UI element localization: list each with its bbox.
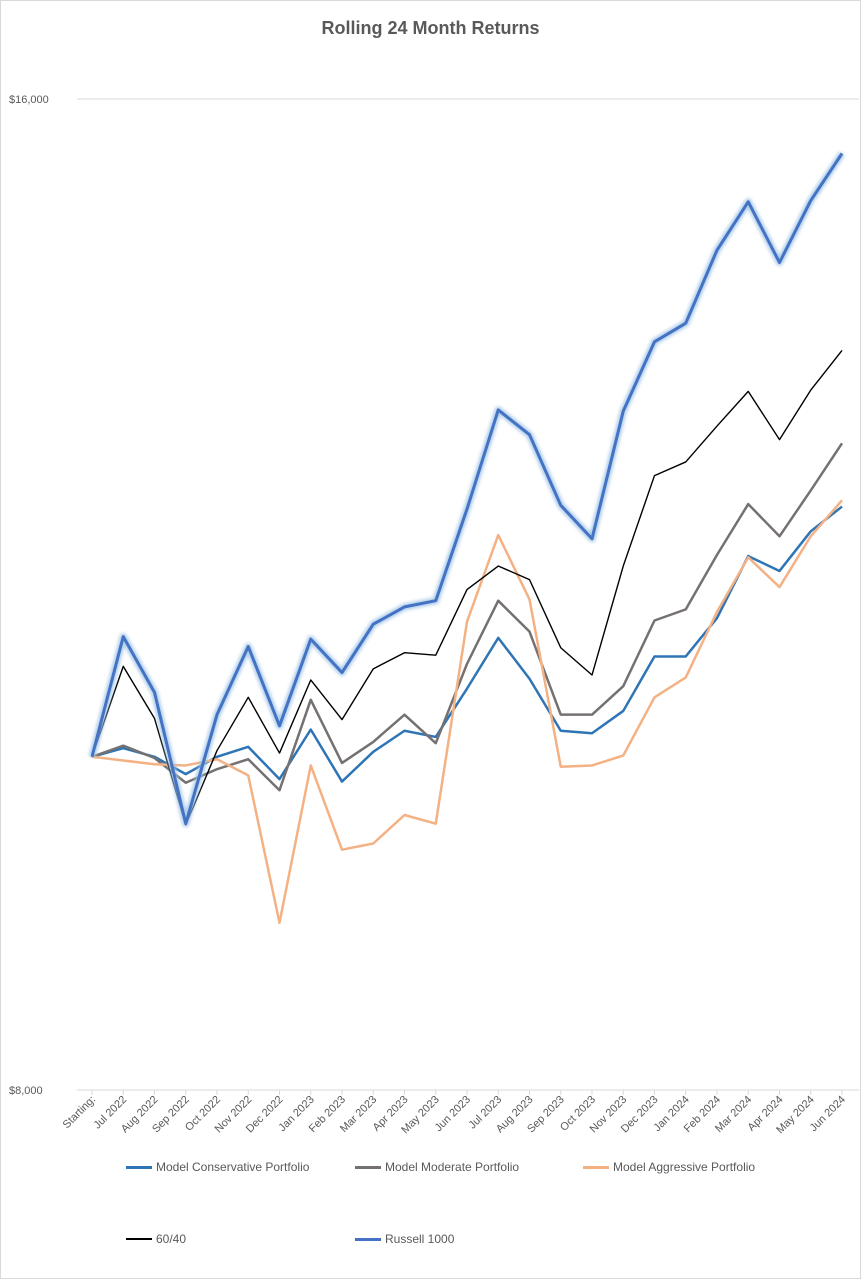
x-tick-label: Starting: — [61, 1094, 98, 1131]
series-russell-1000 — [88, 151, 845, 828]
series-line — [91, 350, 843, 826]
series-model-moderate-portfolio — [91, 442, 844, 792]
series-line — [91, 442, 844, 792]
chart-title: Rolling 24 Month Returns — [321, 18, 540, 38]
y-tick-label: $16,000 — [9, 94, 49, 106]
series-line — [91, 499, 843, 925]
series-line — [91, 505, 843, 783]
series-glow — [88, 151, 845, 828]
y-tick-label: $8,000 — [9, 1085, 43, 1097]
series-60-40 — [91, 350, 843, 826]
series-line — [90, 152, 844, 826]
series-model-aggressive-portfolio — [91, 499, 843, 925]
series-model-conservative-portfolio — [91, 505, 843, 783]
